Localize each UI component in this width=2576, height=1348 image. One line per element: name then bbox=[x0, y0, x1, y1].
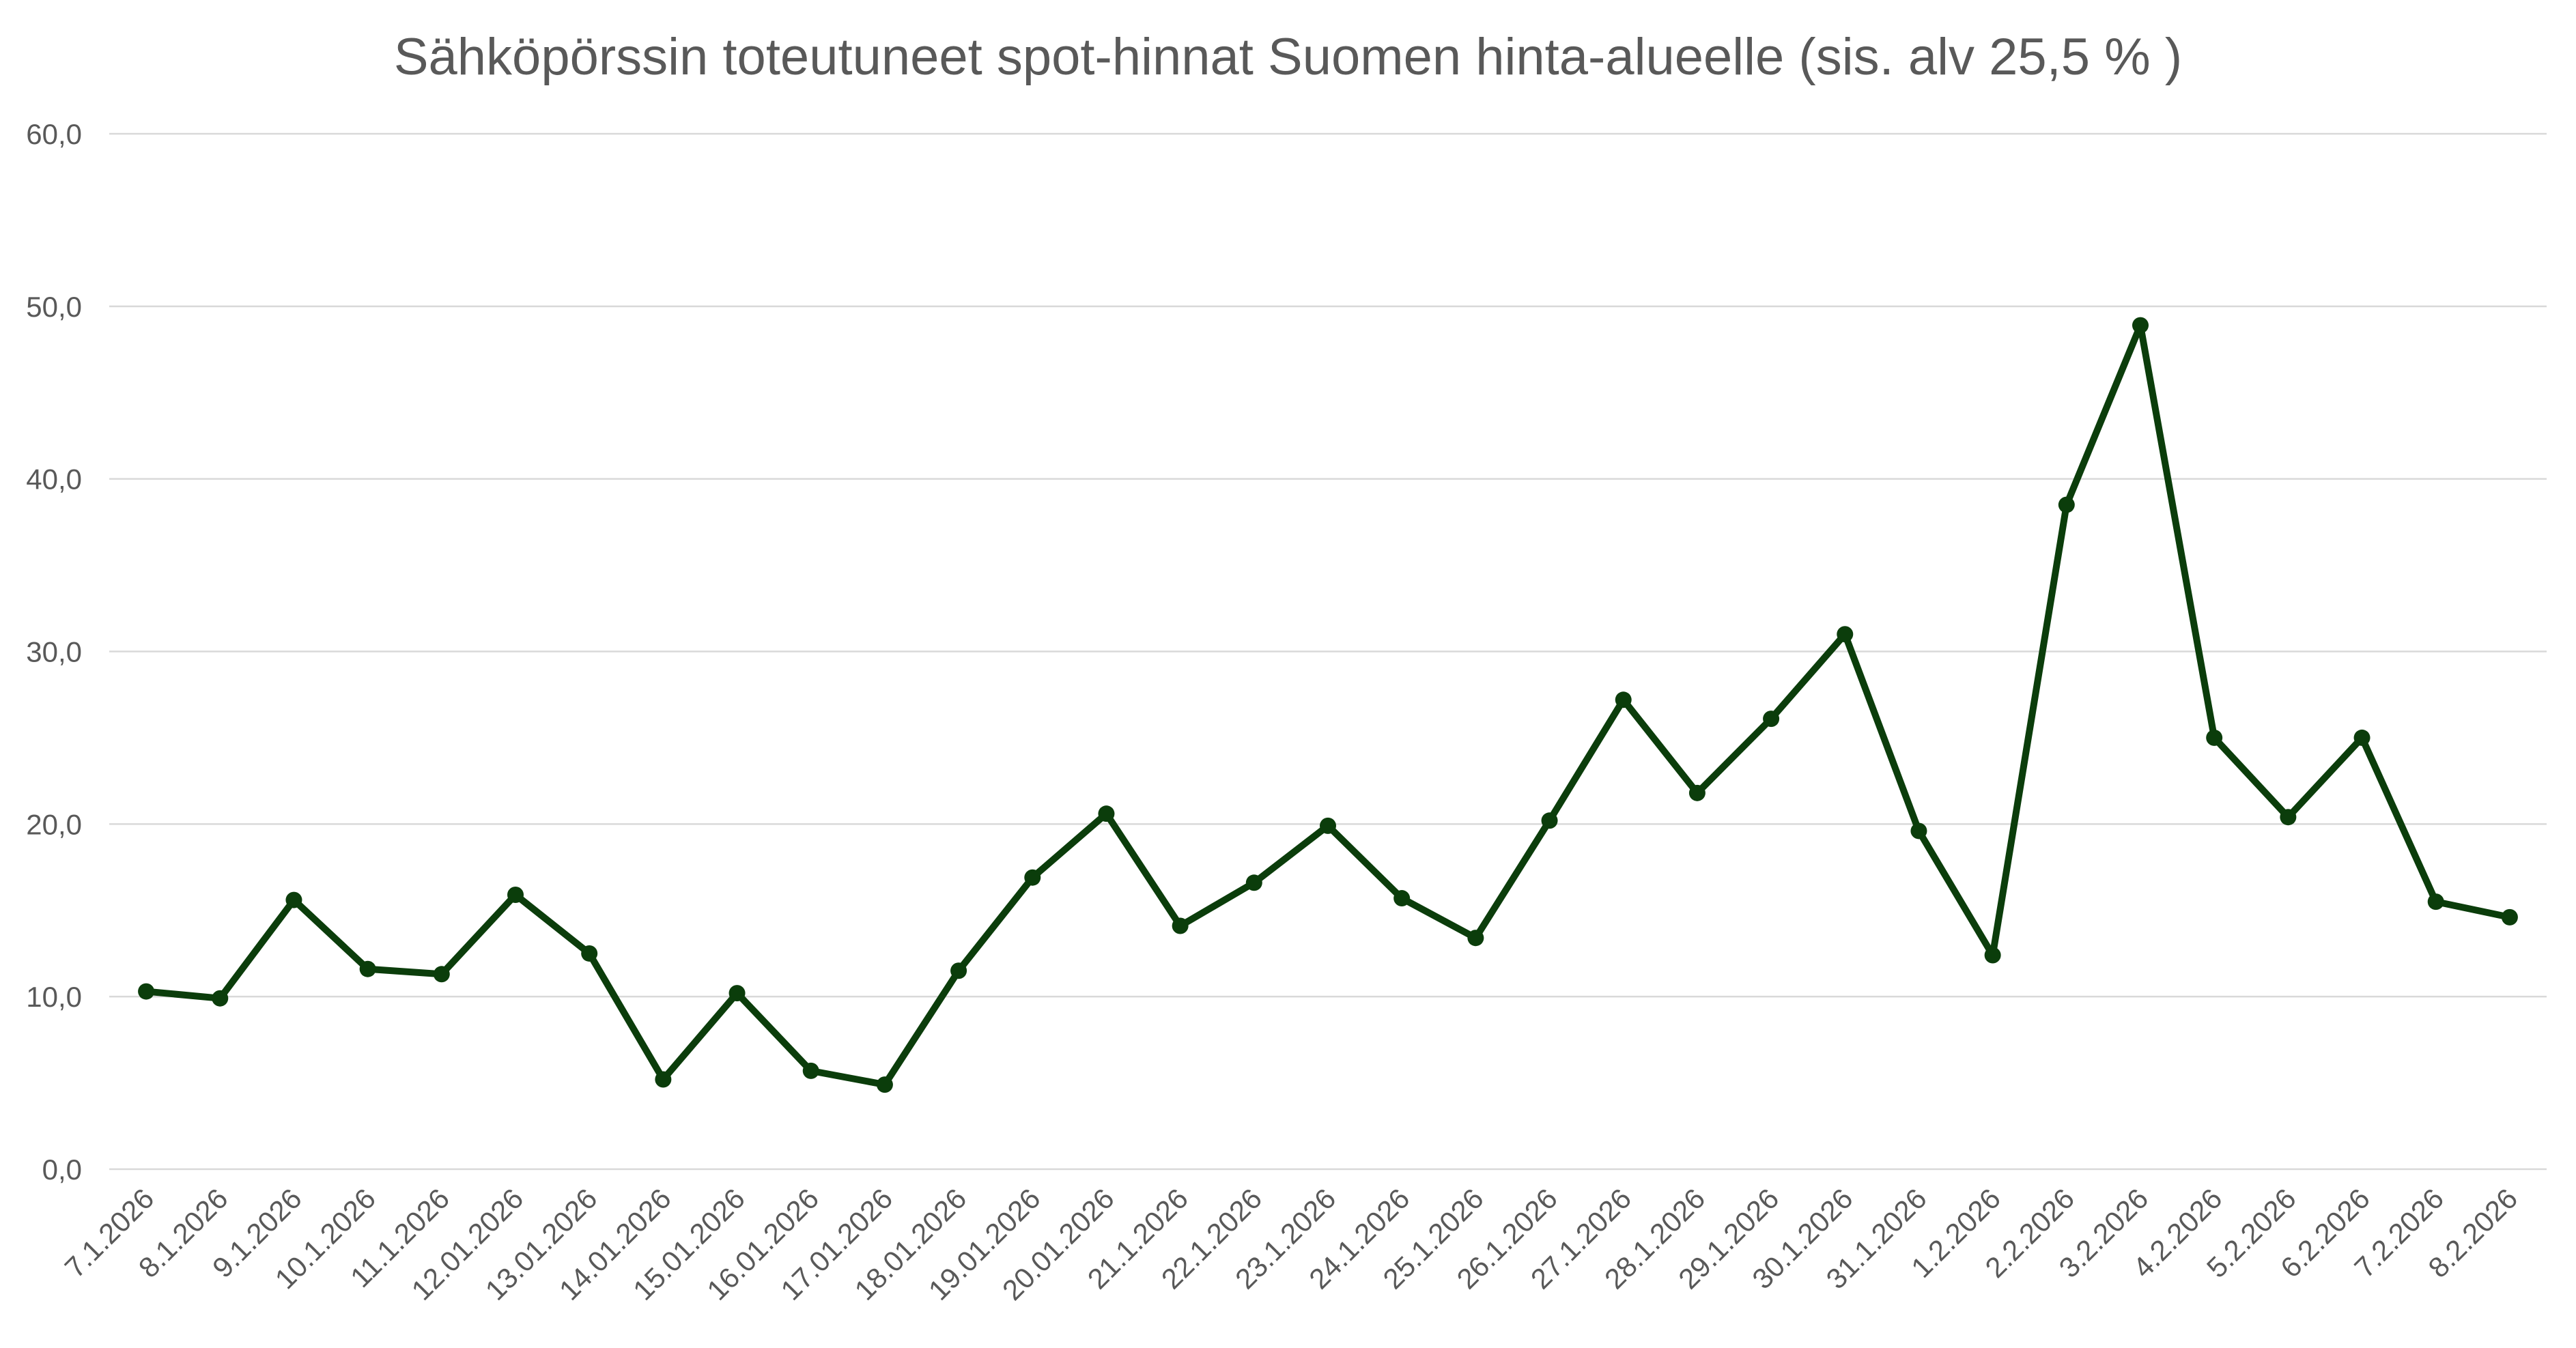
data-point bbox=[1984, 947, 2001, 964]
data-point bbox=[1837, 626, 1854, 643]
data-point bbox=[1763, 711, 1780, 728]
data-point bbox=[1910, 822, 1927, 840]
data-point bbox=[359, 960, 376, 977]
data-point bbox=[1688, 784, 1705, 801]
y-tick-label: 40,0 bbox=[26, 463, 82, 496]
y-tick-label: 0,0 bbox=[42, 1153, 82, 1186]
x-axis-ticks: 7.1.20268.1.20269.1.202610.1.202611.1.20… bbox=[59, 1182, 2524, 1306]
gridlines bbox=[109, 132, 2547, 1171]
data-point bbox=[2280, 809, 2297, 826]
data-point bbox=[1098, 805, 1115, 822]
data-point bbox=[876, 1076, 893, 1093]
data-point bbox=[2427, 893, 2444, 910]
data-point bbox=[1467, 930, 1484, 947]
data-point bbox=[2058, 496, 2075, 513]
data-point bbox=[581, 945, 598, 962]
data-point bbox=[2132, 317, 2149, 334]
data-point bbox=[2353, 729, 2370, 746]
y-tick-label: 30,0 bbox=[26, 636, 82, 668]
data-point bbox=[950, 962, 967, 979]
data-point bbox=[212, 990, 229, 1007]
data-point bbox=[1393, 890, 1411, 907]
data-point bbox=[655, 1071, 672, 1088]
y-tick-label: 60,0 bbox=[26, 118, 82, 150]
data-point bbox=[433, 966, 450, 983]
series-line bbox=[143, 321, 2513, 1089]
data-point bbox=[285, 891, 302, 908]
data-point bbox=[1541, 812, 1558, 829]
chart-title: Sähköpörssin toteutuneet spot-hinnat Suo… bbox=[393, 28, 2183, 86]
data-point bbox=[1024, 869, 1041, 886]
series bbox=[138, 317, 2518, 1093]
data-point bbox=[728, 985, 746, 1002]
y-tick-label: 10,0 bbox=[26, 981, 82, 1013]
data-point bbox=[138, 983, 155, 1000]
data-point bbox=[1615, 691, 1632, 708]
y-tick-label: 20,0 bbox=[26, 808, 82, 840]
data-point bbox=[2206, 729, 2223, 746]
data-point bbox=[2501, 908, 2518, 926]
y-tick-label: 50,0 bbox=[26, 291, 82, 323]
data-point bbox=[1245, 874, 1262, 891]
y-axis-ticks: 0,0 10,0 20,0 30,0 40,0 50,0 60,0 bbox=[26, 118, 82, 1186]
data-point bbox=[507, 886, 524, 903]
data-point bbox=[1172, 917, 1189, 934]
data-point bbox=[1320, 817, 1336, 834]
data-point bbox=[802, 1062, 819, 1079]
